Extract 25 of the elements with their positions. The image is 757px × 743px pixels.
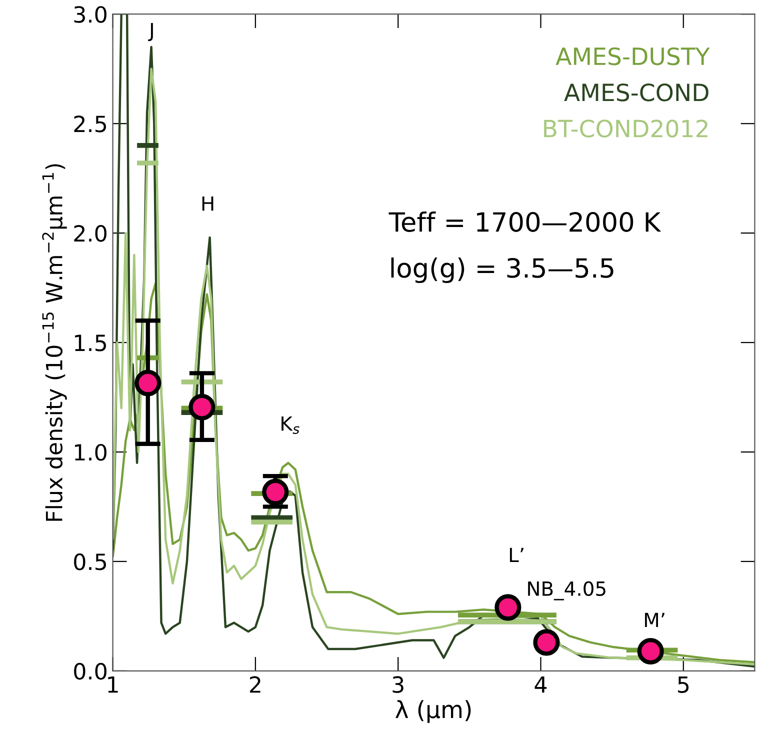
- y-tick-label: 3.0: [74, 6, 106, 23]
- text: AMES-COND: [564, 84, 708, 102]
- annotation: L’: [510, 548, 524, 562]
- annotation: J: [148, 23, 153, 42]
- x-tick-label: 3: [392, 676, 404, 693]
- x-tick-label: 2: [250, 676, 260, 693]
- annotation: Teff = 1700—2000 K: [388, 212, 662, 232]
- x-tick-label: 1: [108, 676, 118, 693]
- text: AMES-DUSTY: [556, 47, 710, 66]
- annotation: H: [202, 196, 214, 211]
- y-tick-label: 0.5: [74, 553, 106, 570]
- annotation: NB_4.05: [528, 581, 606, 600]
- annotation: M’: [645, 612, 664, 628]
- x-tick-label: 4: [534, 676, 547, 693]
- y-axis-title: Flux density (10$^{−15}$ W.m$^{−2}$µm$^{−1}$): [42, 164, 67, 521]
- text: BT-COND2012: [544, 120, 708, 138]
- y-tick-label: 2.5: [74, 116, 106, 132]
- annotation: log(g) = 3.5—5.5: [391, 258, 614, 284]
- annotation: K$_{s}$: [282, 416, 300, 434]
- x-tick-label: 5: [678, 676, 689, 693]
- y-tick-label: 1.5: [75, 334, 106, 352]
- y-tick-label: 2.0: [74, 225, 106, 242]
- y-tick-label: 1.0: [75, 444, 106, 461]
- y-tick-label: 0.0: [74, 662, 106, 680]
- x-axis-title: λ (µm): [396, 700, 471, 723]
